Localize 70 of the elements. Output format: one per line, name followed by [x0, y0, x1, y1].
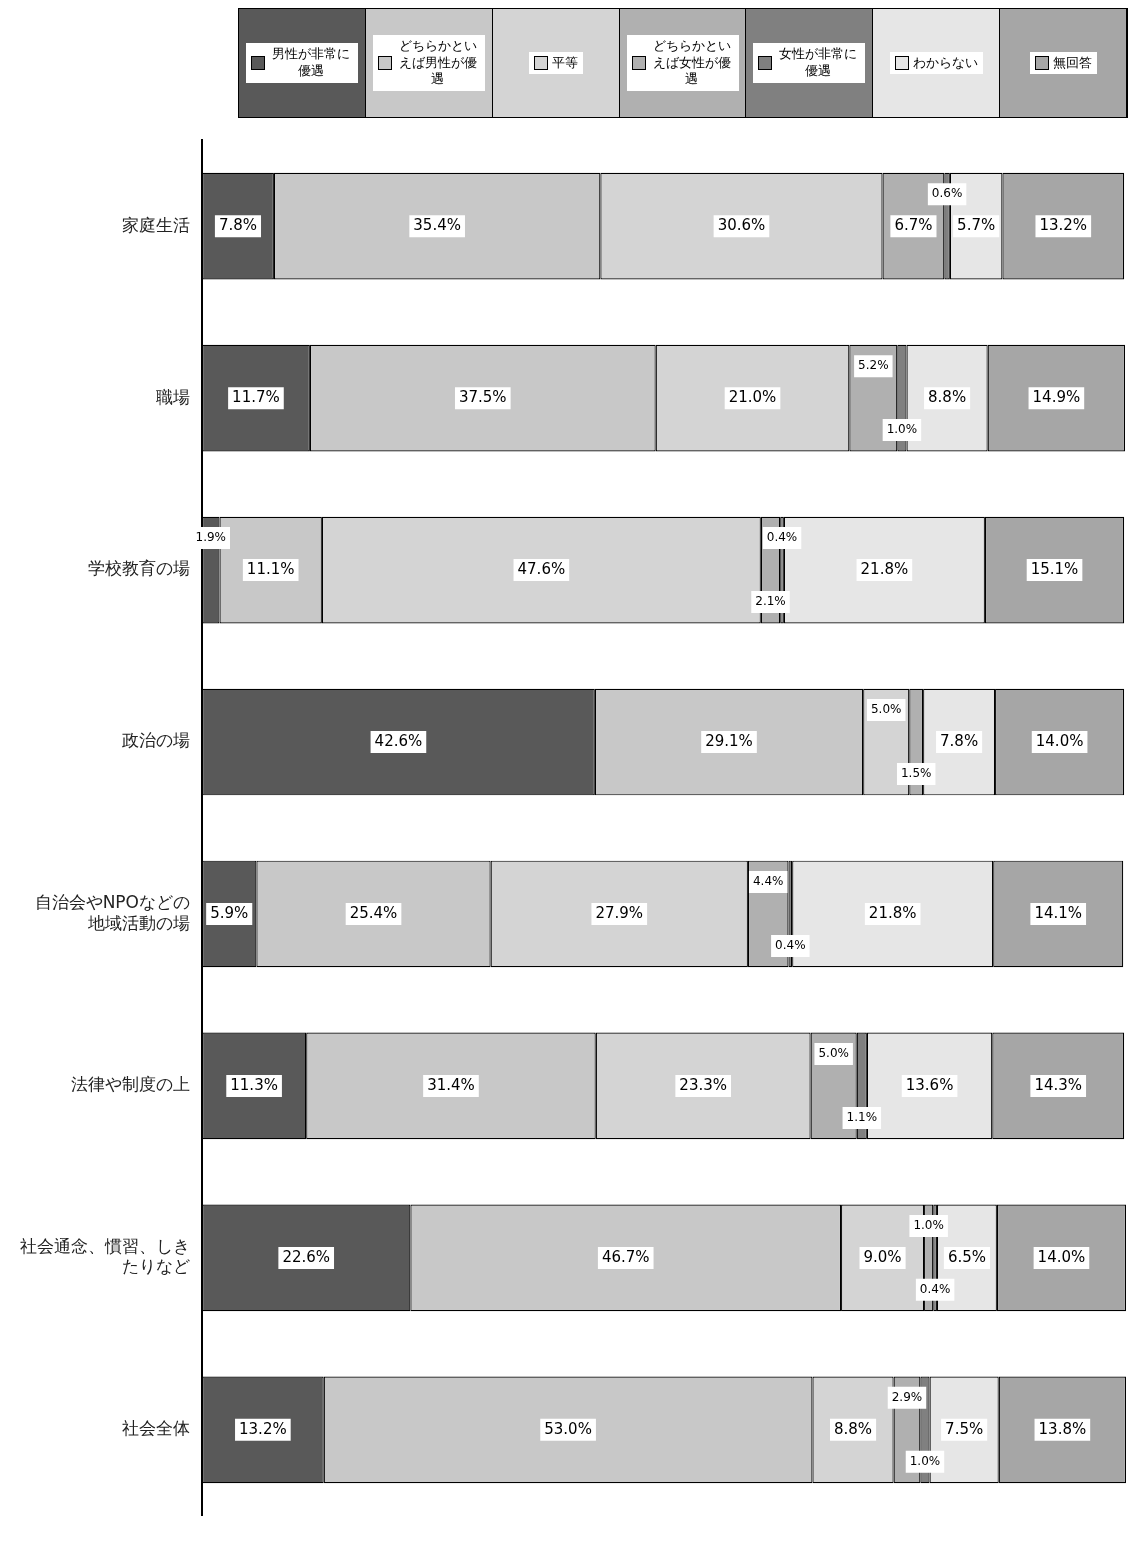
y-tick-label: 政治の場: [122, 730, 190, 751]
data-label: 25.4%: [349, 903, 398, 922]
data-label: 5.0%: [870, 702, 902, 717]
data-label: 47.6%: [517, 559, 566, 578]
data-label: 9.0%: [863, 1247, 902, 1266]
legend-label: 平等: [551, 54, 578, 72]
data-label: 0.4%: [766, 530, 798, 545]
data-label: 29.1%: [705, 731, 753, 750]
data-label: 13.2%: [1039, 216, 1088, 235]
data-label: 1.9%: [195, 530, 227, 545]
data-label: 22.6%: [282, 1247, 331, 1266]
data-label: 2.1%: [755, 594, 786, 609]
data-label: 27.9%: [595, 903, 644, 922]
data-label: 1.0%: [886, 422, 918, 437]
data-label: 1.1%: [846, 1110, 878, 1125]
y-tick-label: 職場: [156, 386, 190, 407]
data-label: 21.0%: [728, 388, 777, 407]
legend-label: どちらかといえば女性が優遇: [651, 37, 732, 89]
data-label: 37.5%: [458, 388, 507, 407]
data-label: 2.9%: [891, 1389, 923, 1404]
data-label: 13.2%: [239, 1419, 287, 1438]
data-label: 7.8%: [218, 216, 258, 235]
data-label: 14.0%: [1037, 1247, 1086, 1266]
data-label: 4.4%: [752, 874, 784, 889]
data-label: 7.8%: [940, 731, 979, 750]
data-label: 1.0%: [913, 1218, 944, 1233]
y-tick-label: 社会通念、慣習、しきたりなど: [20, 1236, 190, 1277]
data-label: 0.4%: [775, 938, 806, 953]
y-tick-label: 社会全体: [122, 1418, 190, 1439]
data-label: 5.2%: [858, 358, 889, 373]
y-tick-label: 家庭生活: [122, 214, 190, 235]
data-label: 1.0%: [909, 1453, 941, 1468]
data-label: 21.8%: [860, 559, 909, 578]
legend-label: わからない: [912, 54, 978, 72]
data-label: 31.4%: [427, 1075, 475, 1094]
y-tick-label: 自治会やNPOなどの地域活動の場: [34, 892, 190, 933]
data-label: 0.4%: [919, 1281, 951, 1296]
data-label: 0.6%: [931, 186, 963, 201]
data-label: 11.1%: [246, 559, 295, 578]
data-label: 11.3%: [230, 1075, 278, 1094]
data-label: 35.4%: [413, 216, 461, 235]
data-label: 8.8%: [833, 1419, 873, 1438]
data-label: 5.7%: [957, 216, 996, 235]
data-label: 13.8%: [1038, 1419, 1087, 1438]
data-label: 23.3%: [679, 1075, 728, 1094]
data-label: 30.6%: [717, 216, 766, 235]
y-tick-label: 法律や制度の上: [71, 1074, 190, 1095]
data-label: 53.0%: [544, 1419, 592, 1438]
data-label: 46.7%: [601, 1247, 650, 1266]
data-label: 6.5%: [947, 1247, 986, 1266]
data-label: 14.1%: [1034, 903, 1083, 922]
data-label: 11.7%: [232, 388, 280, 407]
data-label: 13.6%: [905, 1075, 954, 1094]
data-label: 21.8%: [868, 903, 917, 922]
data-label: 7.5%: [945, 1419, 984, 1438]
y-tick-label: 学校教育の場: [88, 558, 190, 579]
data-label: 14.0%: [1035, 731, 1084, 750]
data-label: 5.9%: [210, 903, 249, 922]
data-label: 14.3%: [1034, 1075, 1083, 1094]
legend-label: どちらかといえば男性が優遇: [397, 37, 478, 89]
data-label: 6.7%: [894, 216, 933, 235]
legend-label: 男性が非常に優遇: [270, 46, 351, 80]
data-label: 1.5%: [900, 766, 932, 781]
data-label: 5.0%: [818, 1046, 849, 1061]
legend-label: 女性が非常に優遇: [778, 46, 859, 80]
data-label: 14.9%: [1032, 388, 1081, 407]
data-label: 42.6%: [374, 731, 423, 750]
data-label: 15.1%: [1030, 559, 1079, 578]
data-label: 8.8%: [928, 388, 967, 407]
legend-label: 無回答: [1052, 54, 1092, 72]
